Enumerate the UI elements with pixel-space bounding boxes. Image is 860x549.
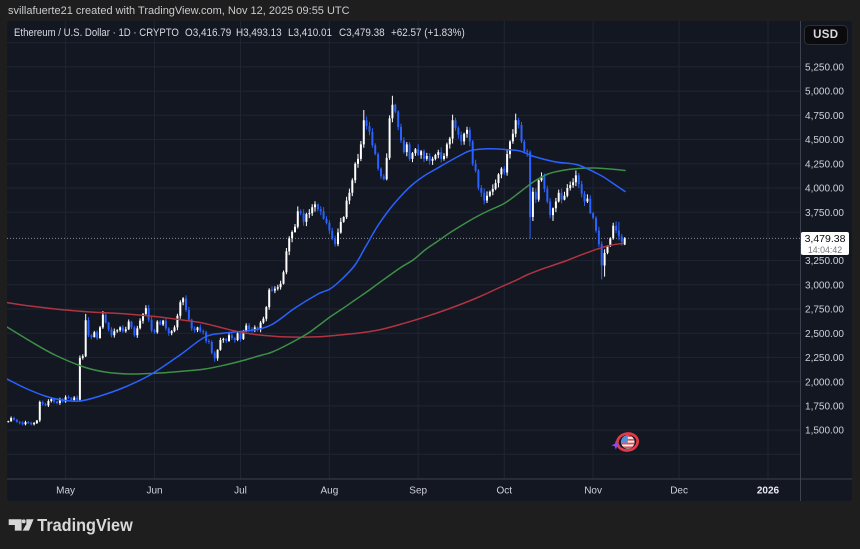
- svg-text:3,250.00: 3,250.00: [805, 256, 844, 267]
- svg-text:4,500.00: 4,500.00: [805, 135, 844, 146]
- svg-text:4,750.00: 4,750.00: [805, 111, 844, 122]
- svg-text:Dec: Dec: [670, 486, 688, 497]
- svg-text:Aug: Aug: [321, 486, 339, 497]
- svg-text:2,250.00: 2,250.00: [805, 353, 844, 364]
- svg-text:1,750.00: 1,750.00: [805, 402, 844, 413]
- svg-text:4,000.00: 4,000.00: [805, 184, 844, 195]
- svg-text:2,750.00: 2,750.00: [805, 305, 844, 316]
- svg-text:Nov: Nov: [584, 486, 602, 497]
- svg-text:2,500.00: 2,500.00: [805, 329, 844, 340]
- svg-text:2,000.00: 2,000.00: [805, 377, 844, 388]
- svg-text:5,250.00: 5,250.00: [805, 63, 844, 74]
- svg-text:May: May: [56, 486, 75, 497]
- svg-text:Jul: Jul: [234, 486, 247, 497]
- svg-text:1,500.00: 1,500.00: [805, 426, 844, 437]
- svg-text:2026: 2026: [757, 486, 780, 497]
- svg-text:Sep: Sep: [409, 486, 427, 497]
- svg-text:3,750.00: 3,750.00: [805, 208, 844, 219]
- svg-text:Jun: Jun: [146, 486, 162, 497]
- svg-text:TradingView: TradingView: [37, 516, 133, 536]
- svg-text:Oct: Oct: [497, 486, 513, 497]
- svg-text:4,250.00: 4,250.00: [805, 159, 844, 170]
- svg-text:3,000.00: 3,000.00: [805, 280, 844, 291]
- svg-text:5,000.00: 5,000.00: [805, 87, 844, 98]
